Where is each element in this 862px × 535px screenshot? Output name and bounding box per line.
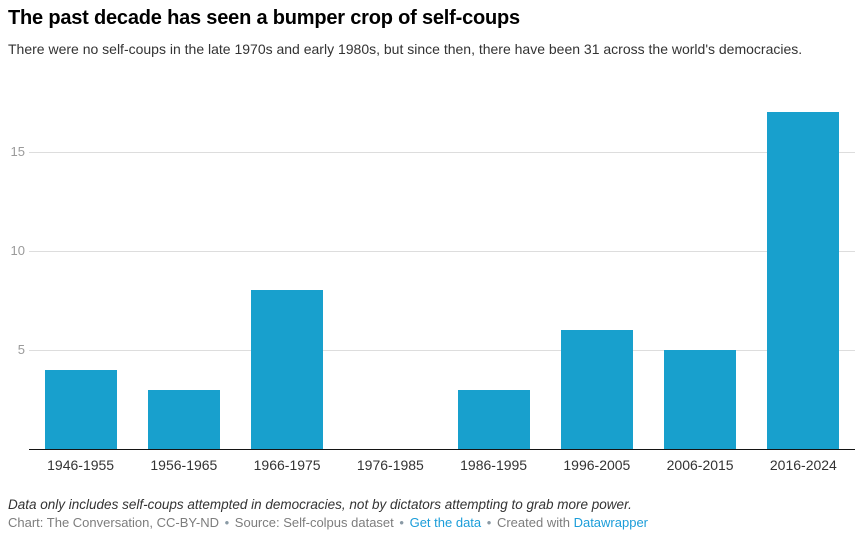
x-axis-line — [29, 449, 855, 450]
x-axis-label: 1956-1965 — [150, 457, 218, 473]
y-gridline — [29, 250, 855, 252]
credits-separator: • — [486, 515, 492, 530]
y-gridline — [29, 151, 855, 153]
chart-subtitle: There were no self-coups in the late 197… — [8, 41, 803, 57]
y-gridline — [29, 349, 855, 351]
chart-footnote: Data only includes self-coups attempted … — [8, 497, 632, 512]
credits-created-with: Created with — [496, 515, 570, 530]
x-axis-label: 2016-2024 — [769, 457, 837, 473]
bar-1956-1965[interactable] — [147, 389, 220, 449]
bar-1966-1975[interactable] — [251, 290, 324, 449]
bar-1946-1955[interactable] — [44, 369, 117, 449]
credits-separator: • — [224, 515, 230, 530]
x-axis-label: 1946-1955 — [47, 457, 115, 473]
bar-2006-2015[interactable] — [664, 349, 737, 449]
credits-separator: • — [399, 515, 404, 530]
x-axis-label: 1986-1995 — [460, 457, 528, 473]
bar-2016-2024[interactable] — [767, 111, 840, 449]
y-axis-tick-label: 5 — [17, 341, 25, 357]
x-axis-label: 1976-1985 — [356, 457, 424, 473]
get-the-data-link[interactable]: Get the data — [409, 515, 482, 530]
x-axis-label: 1996-2005 — [563, 457, 631, 473]
credits-source: Source: Self-colpus dataset — [234, 515, 394, 530]
x-axis-label: 1966-1975 — [253, 457, 321, 473]
y-axis-tick-label: 15 — [10, 143, 25, 159]
bar-1996-2005[interactable] — [560, 330, 633, 449]
credits-chart-byline: Chart: The Conversation, CC-BY-ND — [8, 515, 219, 530]
bar-1986-1995[interactable] — [457, 389, 530, 449]
chart-credits: Chart: The Conversation, CC-BY-ND • Sour… — [8, 515, 648, 531]
chart-title: The past decade has seen a bumper crop o… — [8, 7, 520, 29]
datawrapper-link[interactable]: Datawrapper — [573, 515, 649, 530]
x-axis-label: 2006-2015 — [666, 457, 734, 473]
y-axis-tick-label: 10 — [10, 242, 25, 258]
